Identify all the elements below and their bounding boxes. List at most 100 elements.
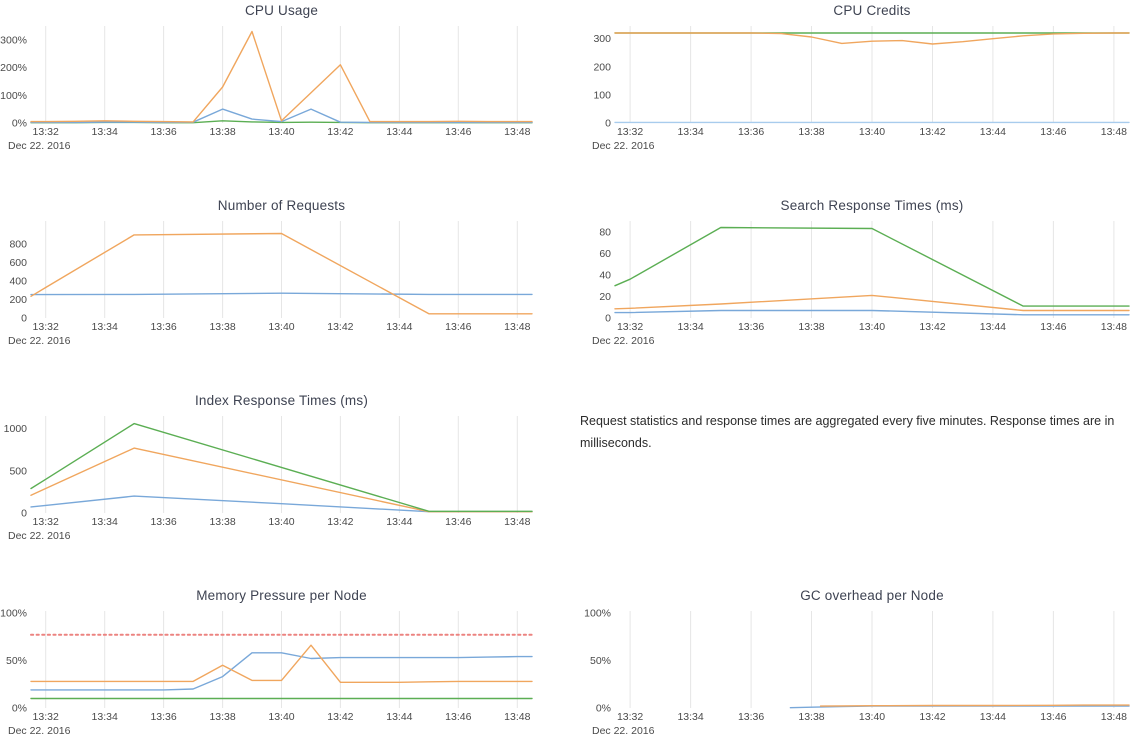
svg-text:13:34: 13:34 (677, 321, 703, 333)
svg-text:13:48: 13:48 (1101, 711, 1127, 723)
svg-text:13:32: 13:32 (33, 321, 59, 333)
svg-text:13:46: 13:46 (445, 711, 471, 723)
svg-text:13:46: 13:46 (445, 126, 471, 138)
svg-text:40: 40 (599, 269, 611, 281)
svg-text:13:48: 13:48 (504, 711, 530, 723)
svg-text:13:36: 13:36 (150, 516, 176, 528)
chart-title: Number of Requests (217, 198, 346, 213)
svg-text:300%: 300% (0, 34, 27, 46)
svg-text:13:44: 13:44 (980, 711, 1006, 723)
chart-index-response-times: Index Response Times (ms) 13:32 13:34 13:3… (0, 390, 560, 550)
svg-text:13:38: 13:38 (798, 711, 824, 723)
svg-text:13:42: 13:42 (327, 321, 353, 333)
line-chart-canvas: 13:32 13:34 13:36 13:38 13:40 13:42 13:44 13:46… (4, 416, 533, 542)
chart-title: GC overhead per Node (800, 588, 944, 603)
svg-text:60: 60 (599, 248, 611, 260)
svg-text:80: 80 (599, 226, 611, 238)
svg-text:13:44: 13:44 (386, 711, 412, 723)
chart-title: Index Response Times (ms) (194, 393, 369, 408)
svg-text:13:40: 13:40 (859, 126, 885, 138)
chart-title: Memory Pressure per Node (196, 588, 367, 603)
svg-text:13:46: 13:46 (445, 321, 471, 333)
svg-text:13:34: 13:34 (92, 126, 118, 138)
chart-title: Search Response Times (ms) (780, 198, 964, 213)
svg-text:Dec 22. 2016: Dec 22. 2016 (592, 725, 655, 737)
svg-text:13:34: 13:34 (92, 321, 118, 333)
chart-title: CPU Credits (833, 3, 911, 18)
svg-text:1000: 1000 (4, 423, 28, 435)
line-chart-canvas: 13:32 13:34 13:36 13:38 13:40 13:42 13:44 13:46… (0, 26, 533, 152)
svg-text:Dec 22. 2016: Dec 22. 2016 (8, 140, 71, 152)
chart-memory-pressure: Memory Pressure per Node 13:32 13:34 13:36… (0, 585, 560, 741)
svg-text:13:36: 13:36 (738, 711, 764, 723)
svg-text:13:38: 13:38 (209, 126, 235, 138)
chart-gc-overhead: GC overhead per Node 13:32 13:34 13:36 13:3… (571, 585, 1131, 741)
svg-text:Dec 22. 2016: Dec 22. 2016 (592, 335, 655, 347)
svg-text:13:32: 13:32 (33, 126, 59, 138)
svg-text:13:48: 13:48 (504, 516, 530, 528)
svg-text:13:42: 13:42 (919, 321, 945, 333)
svg-text:13:48: 13:48 (504, 126, 530, 138)
svg-text:13:46: 13:46 (445, 516, 471, 528)
svg-text:13:46: 13:46 (1040, 321, 1066, 333)
svg-text:13:32: 13:32 (617, 711, 643, 723)
line-chart-canvas: 13:32 13:34 13:36 13:38 13:40 13:42 13:44 13:46… (8, 221, 533, 347)
svg-text:0%: 0% (596, 703, 611, 715)
svg-text:13:34: 13:34 (677, 711, 703, 723)
line-chart-canvas: 13:32 13:34 13:36 13:38 13:40 13:42 13:44 13:46… (0, 607, 533, 737)
svg-text:100%: 100% (0, 607, 27, 619)
svg-text:13:40: 13:40 (268, 516, 294, 528)
svg-text:13:36: 13:36 (150, 126, 176, 138)
svg-text:300: 300 (593, 33, 611, 45)
svg-text:200: 200 (593, 61, 611, 73)
svg-text:50%: 50% (590, 655, 611, 667)
svg-text:13:36: 13:36 (738, 321, 764, 333)
svg-text:13:34: 13:34 (92, 516, 118, 528)
svg-text:13:36: 13:36 (738, 126, 764, 138)
svg-text:Dec 22. 2016: Dec 22. 2016 (8, 335, 71, 347)
svg-text:13:40: 13:40 (268, 126, 294, 138)
svg-text:0: 0 (605, 313, 611, 325)
svg-text:13:42: 13:42 (327, 126, 353, 138)
svg-text:13:44: 13:44 (980, 321, 1006, 333)
svg-text:13:48: 13:48 (1101, 126, 1127, 138)
svg-text:50%: 50% (6, 655, 27, 667)
svg-text:13:32: 13:32 (33, 711, 59, 723)
svg-text:13:40: 13:40 (268, 321, 294, 333)
line-chart-canvas: 13:32 13:34 13:36 13:38 13:40 13:42 13:44 13:46… (592, 221, 1130, 347)
svg-text:13:32: 13:32 (617, 321, 643, 333)
svg-text:13:42: 13:42 (919, 711, 945, 723)
svg-text:100: 100 (593, 89, 611, 101)
svg-text:13:44: 13:44 (386, 516, 412, 528)
svg-text:13:46: 13:46 (1040, 126, 1066, 138)
svg-text:13:36: 13:36 (150, 711, 176, 723)
svg-text:100%: 100% (0, 90, 27, 102)
chart-cpu-usage: CPU Usage 13:32 13:34 13:36 13:38 13:40 13:42… (0, 0, 560, 160)
svg-text:800: 800 (9, 239, 27, 251)
svg-text:0: 0 (21, 508, 27, 520)
svg-text:13:40: 13:40 (859, 711, 885, 723)
svg-text:500: 500 (9, 465, 27, 477)
chart-number-of-requests: Number of Requests 13:32 13:34 13:36 13:38 1… (0, 195, 560, 355)
svg-text:13:38: 13:38 (798, 321, 824, 333)
svg-text:Dec 22. 2016: Dec 22. 2016 (8, 530, 71, 542)
svg-text:13:42: 13:42 (919, 126, 945, 138)
line-chart-canvas: 13:32 13:34 13:36 13:38 13:40 13:42 13:44 13:46… (584, 607, 1130, 737)
svg-text:13:40: 13:40 (268, 711, 294, 723)
svg-text:13:36: 13:36 (150, 321, 176, 333)
svg-text:13:44: 13:44 (386, 321, 412, 333)
svg-text:13:40: 13:40 (859, 321, 885, 333)
svg-text:13:38: 13:38 (209, 516, 235, 528)
svg-text:13:34: 13:34 (92, 711, 118, 723)
svg-text:0%: 0% (12, 703, 27, 715)
svg-text:0: 0 (21, 313, 27, 325)
svg-text:13:48: 13:48 (1101, 321, 1127, 333)
svg-text:0: 0 (605, 118, 611, 130)
svg-text:13:38: 13:38 (798, 126, 824, 138)
chart-cpu-credits: CPU Credits 13:32 13:34 13:36 13:38 13:40 13:… (571, 0, 1131, 160)
svg-text:600: 600 (9, 257, 27, 269)
svg-text:100%: 100% (584, 607, 611, 619)
chart-search-response-times: Search Response Times (ms) 13:32 13:34 13:… (571, 195, 1131, 355)
svg-text:13:38: 13:38 (209, 711, 235, 723)
